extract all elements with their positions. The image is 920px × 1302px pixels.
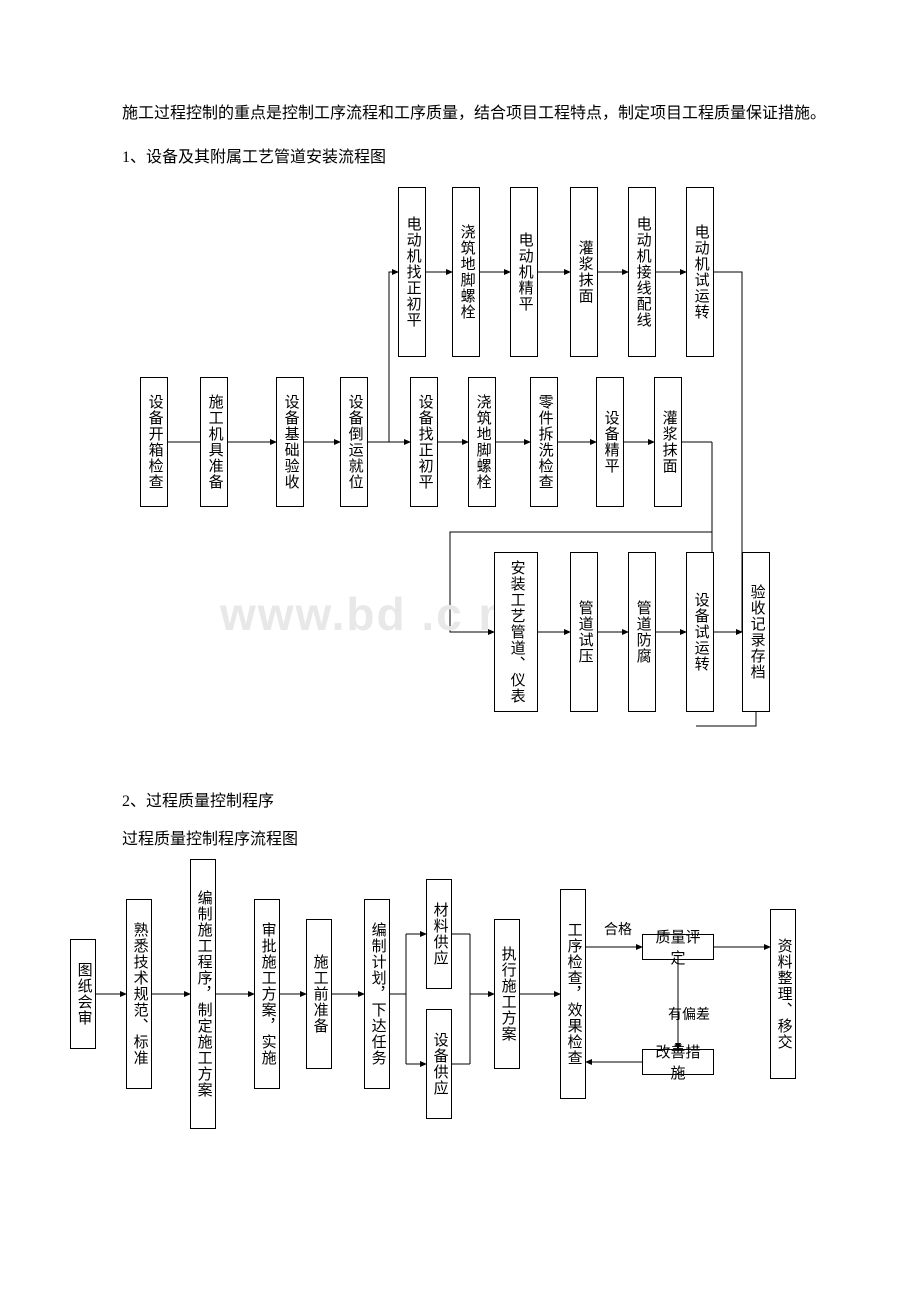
flow1-mid-m3: 设备基础验收 <box>276 377 304 507</box>
flow1-mid-m6: 浇筑地脚螺栓 <box>468 377 496 507</box>
flow1-mid-m4: 设备倒运就位 <box>340 377 368 507</box>
flow1-top-t2: 浇筑地脚螺栓 <box>452 187 480 357</box>
flow2-d7b: 设备供应 <box>426 1009 452 1119</box>
section2-title: 2、过程质量控制程序 <box>90 787 830 811</box>
flow1-bot-b5: 验收记录存档 <box>742 552 770 712</box>
flow2-d2: 熟悉技术规范、标准 <box>126 899 152 1089</box>
flow1-top-t4: 灌浆抹面 <box>570 187 598 357</box>
flow1-top-t3: 电动机精平 <box>510 187 538 357</box>
flow1-top-t1: 电动机找正初平 <box>398 187 426 357</box>
flow1-bot-b1: 安装工艺管道、仪表 <box>494 552 538 712</box>
flow1-mid-m8: 设备精平 <box>596 377 624 507</box>
flow1-mid-m5: 设备找正初平 <box>410 377 438 507</box>
diagram-equipment-install-flow: www.bd .c m 电动机找正初平浇筑地脚螺栓电动机精平灌浆抹面电动机接线配… <box>130 177 830 767</box>
flow2-d3: 编制施工程序，制定施工方案 <box>190 859 216 1129</box>
flow1-bot-b4: 设备试运转 <box>686 552 714 712</box>
flow1-mid-m1: 设备开箱检查 <box>140 377 168 507</box>
flow2-label-lp: 有偏差 <box>668 1004 710 1024</box>
diagram-quality-control-flow: 图纸会审 熟悉技术规范、标准 编制施工程序，制定施工方案 审批施工方案，实施施工前准备… <box>70 859 850 1159</box>
flow2-d5: 施工前准备 <box>306 919 332 1069</box>
flow1-bot-b3: 管道防腐 <box>628 552 656 712</box>
flow2-d10: 资料整理、移交 <box>770 909 796 1079</box>
watermark-text: www.bd .c m <box>220 587 521 641</box>
section2-subtitle: 过程质量控制程序流程图 <box>90 825 830 849</box>
flow1-mid-m7: 零件拆洗检查 <box>530 377 558 507</box>
flow2-d1: 图纸会审 <box>70 939 96 1049</box>
flow1-mid-m2: 施工机具准备 <box>200 377 228 507</box>
flow1-top-t6: 电动机试运转 <box>686 187 714 357</box>
flow1-top-t5: 电动机接线配线 <box>628 187 656 357</box>
flow1-bot-b2: 管道试压 <box>570 552 598 712</box>
flow2-d4: 审批施工方案，实施 <box>254 899 280 1089</box>
flow2-d7a: 材料供应 <box>426 879 452 989</box>
flow2-h2: 改善措施 <box>642 1049 714 1075</box>
flow2-d6: 编制计划，下达任务 <box>364 899 390 1089</box>
flow2-label-lg: 合格 <box>604 919 632 939</box>
intro-paragraph: 施工过程控制的重点是控制工序流程和工序质量，结合项目工程特点，制定项目工程质量保… <box>90 100 830 129</box>
flow1-mid-m9: 灌浆抹面 <box>654 377 682 507</box>
section1-title: 1、设备及其附属工艺管道安装流程图 <box>90 143 830 167</box>
flow2-d8: 执行施工方案 <box>494 919 520 1069</box>
flow2-d9: 工序检查，效果检查 <box>560 889 586 1099</box>
flow2-h1: 质量评定 <box>642 934 714 960</box>
